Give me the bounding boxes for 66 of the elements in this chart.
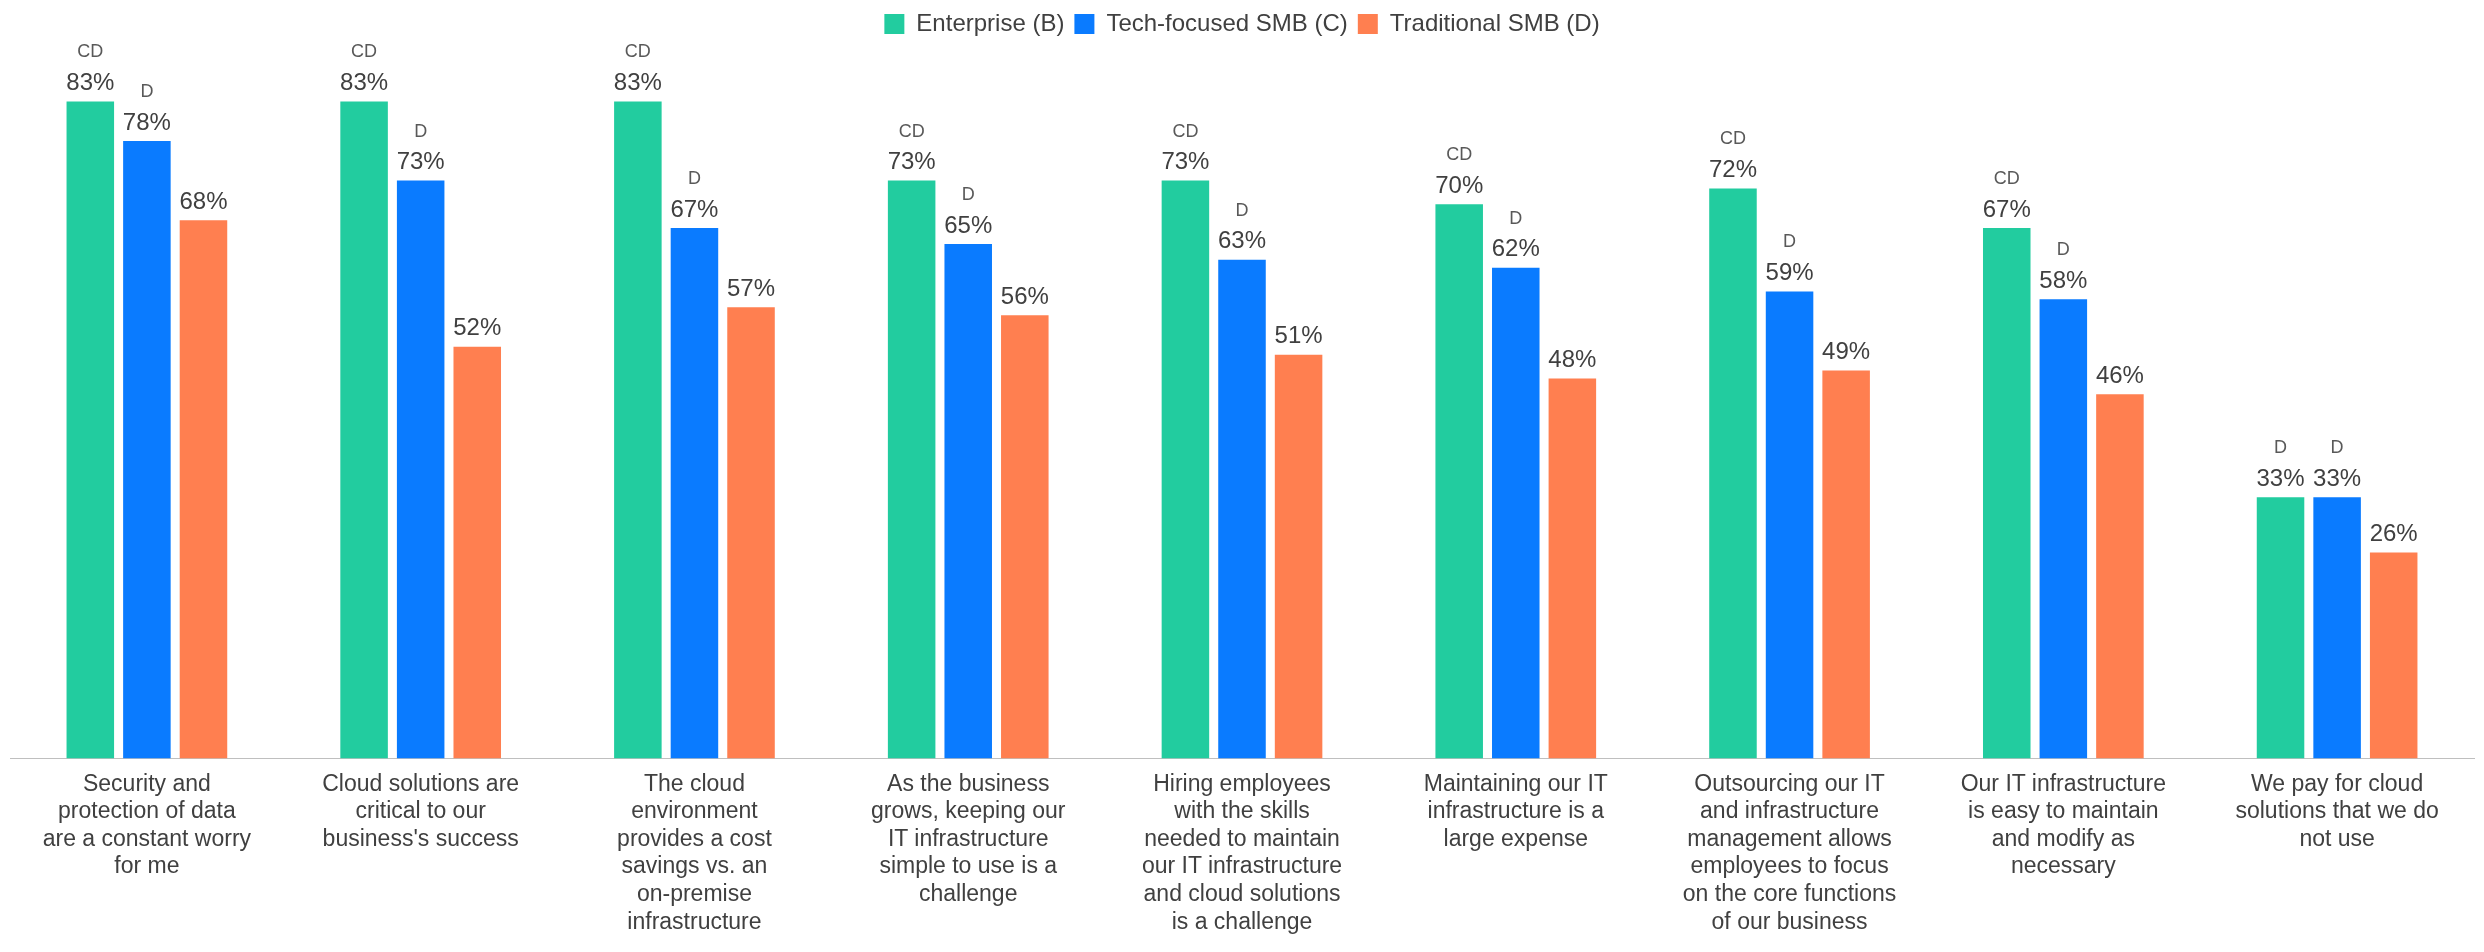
bar (887, 180, 936, 759)
data-label: 48% (1548, 345, 1597, 373)
data-label: 51% (1274, 321, 1323, 349)
data-label: 46% (2095, 360, 2144, 388)
data-label: CD 83% (340, 41, 389, 96)
data-label: 56% (1000, 281, 1049, 309)
bar (1822, 370, 1870, 759)
data-label: D 65% (944, 183, 993, 238)
bar (2313, 497, 2361, 759)
data-label: 57% (727, 273, 776, 301)
bar (1001, 315, 1049, 759)
x-tick-label: The cloud environment provides a cost savings vs. an on-premise infrastructure (617, 769, 773, 934)
data-label: CD 83% (613, 41, 662, 96)
data-label: CD 72% (1708, 128, 1757, 183)
data-label: D 33% (2313, 437, 2362, 491)
bar (1765, 291, 1814, 759)
bar (66, 101, 115, 759)
data-label: 49% (1822, 337, 1871, 365)
data-label: 26% (2369, 519, 2418, 547)
bar (1548, 378, 1597, 759)
data-label: D 33% (2256, 437, 2305, 491)
bar (179, 220, 228, 759)
data-label: 52% (453, 313, 502, 341)
legend-label: Enterprise (B) (916, 8, 1065, 36)
data-label: D 58% (2039, 239, 2088, 293)
bar (1161, 180, 1210, 759)
data-label: D 78% (122, 80, 171, 135)
data-label: 68% (179, 186, 228, 214)
bar (1982, 228, 2031, 759)
bar (1274, 354, 1323, 759)
legend-label: Tech-focused SMB (C) (1106, 8, 1348, 36)
bar (727, 307, 775, 759)
data-label: D 73% (396, 120, 445, 175)
data-label: D 59% (1765, 231, 1814, 286)
bar (1709, 188, 1757, 759)
bar (614, 101, 662, 759)
data-label: D 63% (1217, 199, 1267, 254)
bar (1218, 259, 1266, 759)
bar (2369, 552, 2418, 759)
data-label: CD 67% (1982, 168, 2031, 222)
bar (2039, 299, 2088, 759)
data-label: D 62% (1491, 207, 1540, 262)
data-label: D 67% (670, 168, 719, 222)
x-tick-label: Hiring employees with the skills needed to maintain our IT infrastructure and cloud solutions is a challenge (1141, 769, 1343, 934)
bar (1435, 204, 1483, 759)
x-tick-label: We pay for cloud solutions that we do not use (2235, 769, 2439, 851)
x-tick-label: As the business grows, keeping our IT infrastructure simple to use is a challenge (871, 769, 1066, 906)
bar (123, 140, 171, 759)
bar (944, 243, 992, 759)
x-tick-label: Cloud solutions are critical to our business's success (322, 769, 520, 851)
data-label: CD 73% (1161, 120, 1210, 175)
bar (396, 180, 445, 759)
x-tick-label: Our IT infrastructure is easy to maintain and modify as necessary (1960, 769, 2167, 879)
data-label: CD 73% (887, 120, 936, 175)
x-tick-label: Outsourcing our IT and infrastructure management allows employees to focus on the core functions of our business (1682, 769, 1897, 934)
bar (670, 228, 719, 759)
bar (1492, 267, 1540, 759)
data-label: CD 70% (1435, 144, 1484, 198)
bar (2256, 497, 2305, 759)
bar (2096, 394, 2144, 759)
legend-label: Traditional SMB (D) (1389, 8, 1600, 36)
x-tick-label: Maintaining our IT infrastructure is a large expense (1423, 769, 1608, 851)
bar (453, 346, 502, 759)
data-label: CD 83% (66, 41, 115, 96)
bar (340, 101, 388, 759)
x-tick-label: Security and protection of data are a constant worry for me (42, 769, 252, 879)
